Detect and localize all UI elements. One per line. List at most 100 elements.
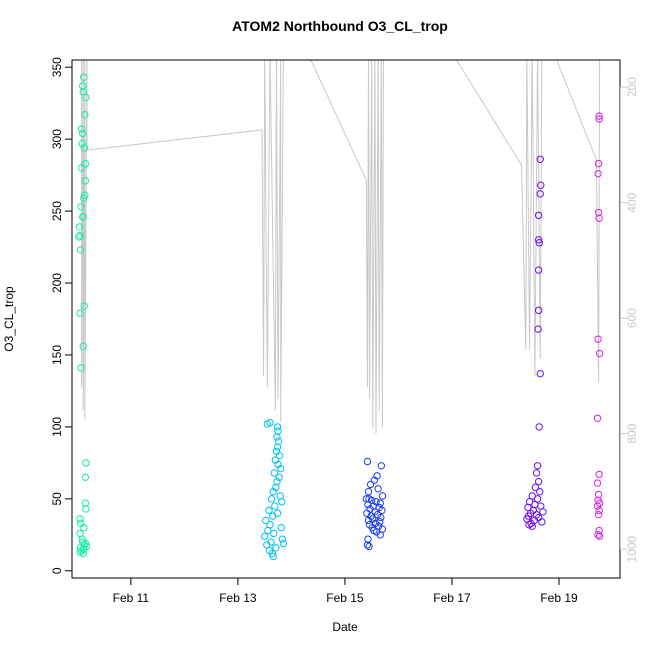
point xyxy=(82,459,90,467)
y2-tick-label: 600 xyxy=(625,308,639,328)
point xyxy=(537,181,545,189)
point xyxy=(77,203,85,211)
plot-area xyxy=(75,60,604,561)
point xyxy=(374,485,382,493)
point xyxy=(270,529,278,538)
point xyxy=(595,115,603,123)
y2-tick-label: 400 xyxy=(625,192,639,212)
point xyxy=(269,552,277,561)
point xyxy=(535,239,543,247)
point xyxy=(594,490,603,499)
y-tick-label: 150 xyxy=(50,345,64,365)
point xyxy=(532,469,541,477)
point xyxy=(272,544,280,552)
point xyxy=(376,499,384,507)
point xyxy=(595,506,603,515)
point xyxy=(79,87,87,96)
point xyxy=(273,443,282,451)
point xyxy=(363,541,372,549)
point xyxy=(533,462,542,470)
point xyxy=(534,211,543,220)
y-tick-label: 0 xyxy=(50,567,64,574)
point xyxy=(534,325,542,333)
y-axis-label: O3_CL_trop xyxy=(2,286,16,352)
point xyxy=(77,125,86,133)
point xyxy=(533,495,542,503)
y-tick-label: 300 xyxy=(50,129,64,149)
point xyxy=(595,470,603,479)
point xyxy=(262,516,270,525)
point xyxy=(81,110,89,119)
point xyxy=(593,479,602,487)
point xyxy=(277,464,285,473)
y2-tick-label: 1000 xyxy=(625,535,639,562)
point xyxy=(378,492,387,500)
point xyxy=(76,515,84,523)
point xyxy=(81,473,90,481)
y2-tick-label: 200 xyxy=(625,77,639,97)
point xyxy=(265,506,273,515)
point xyxy=(365,542,373,551)
point xyxy=(278,498,286,506)
point xyxy=(377,513,385,522)
point xyxy=(366,480,375,489)
x-tick-label: Feb 13 xyxy=(219,591,257,605)
point xyxy=(82,93,90,102)
point xyxy=(594,531,602,539)
point xyxy=(364,516,373,525)
point xyxy=(534,477,543,486)
point xyxy=(269,487,277,496)
point xyxy=(76,231,84,240)
y2-tick-label: 800 xyxy=(625,423,639,443)
point xyxy=(273,423,282,431)
y-tick-label: 50 xyxy=(50,492,64,506)
y-tick-label: 200 xyxy=(50,273,64,293)
point xyxy=(77,164,86,172)
point xyxy=(595,526,603,535)
point xyxy=(376,531,384,539)
point xyxy=(594,335,602,343)
point xyxy=(536,190,544,198)
point xyxy=(79,82,87,90)
point xyxy=(595,349,604,358)
point xyxy=(79,129,87,138)
point xyxy=(79,342,87,351)
point xyxy=(76,519,85,528)
point xyxy=(273,477,281,486)
point xyxy=(77,364,85,372)
point xyxy=(377,462,386,470)
point xyxy=(594,169,602,178)
point xyxy=(264,526,272,535)
point xyxy=(277,523,285,532)
point xyxy=(81,499,90,507)
point xyxy=(81,159,90,168)
point xyxy=(594,208,603,217)
point xyxy=(531,483,540,492)
point xyxy=(80,194,88,202)
point xyxy=(534,266,543,274)
x-tick-label: Feb 19 xyxy=(540,591,578,605)
point xyxy=(376,518,384,526)
point xyxy=(80,523,88,532)
point xyxy=(268,512,277,520)
point xyxy=(75,233,83,241)
point xyxy=(595,214,603,222)
point xyxy=(279,539,288,548)
point xyxy=(535,423,543,431)
point xyxy=(273,509,282,517)
point xyxy=(593,502,602,510)
chart-title: ATOM2 Northbound O3_CL_trop xyxy=(232,18,448,34)
point xyxy=(274,437,283,446)
point xyxy=(595,532,604,540)
point xyxy=(78,139,86,148)
point xyxy=(536,155,544,163)
profile-line xyxy=(81,60,601,434)
point xyxy=(76,309,84,317)
x-axis-label: Date xyxy=(332,620,358,634)
point xyxy=(534,306,543,315)
point xyxy=(539,508,547,516)
point xyxy=(80,144,89,152)
point xyxy=(538,518,546,526)
